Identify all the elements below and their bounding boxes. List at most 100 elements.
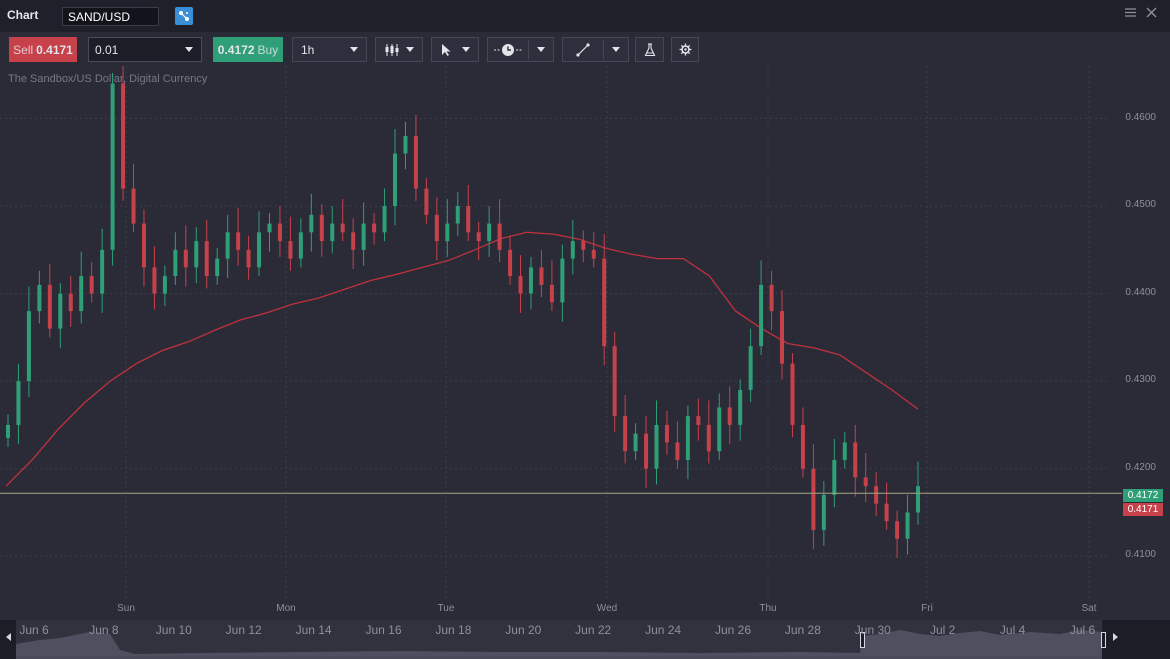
- candle-up: [58, 293, 63, 329]
- chevron-down-icon: [350, 47, 358, 52]
- candle-up: [570, 241, 575, 259]
- link-chart-button[interactable]: [175, 7, 193, 25]
- price-axis-label: 0.4300: [1125, 374, 1156, 386]
- navigator-date-label: Jun 26: [714, 623, 752, 637]
- candle-down: [351, 232, 356, 250]
- candle-down: [497, 223, 502, 250]
- chart-subtitle: The Sandbox/US Dollar, Digital Currency: [8, 73, 208, 85]
- candle-up: [821, 494, 826, 530]
- candle-up: [267, 223, 272, 233]
- candle-down: [424, 188, 429, 215]
- nav-right-arrow-icon[interactable]: [1113, 633, 1118, 641]
- chevron-down-icon: [612, 47, 620, 52]
- navigator-date-label: Jun 28: [784, 623, 821, 637]
- menu-icon[interactable]: [1124, 6, 1137, 23]
- buy-price: 0.4172: [217, 42, 255, 57]
- candle-down: [508, 249, 513, 277]
- settings-button[interactable]: [671, 37, 699, 62]
- candle-up: [330, 223, 335, 242]
- candle-down: [874, 486, 879, 504]
- navigator-date-label: Jun 6: [19, 623, 49, 637]
- indicators-button[interactable]: [635, 37, 664, 62]
- candle-down: [476, 232, 481, 242]
- navigator-range[interactable]: [16, 620, 1102, 656]
- candle-down: [413, 136, 418, 189]
- divider: [603, 40, 604, 59]
- chevron-down-icon: [406, 47, 414, 52]
- candle-down: [131, 188, 136, 224]
- navigator-date-label: Jun 22: [575, 623, 612, 637]
- buy-button[interactable]: 0.4172 Buy: [213, 37, 283, 62]
- candle-down: [811, 468, 816, 530]
- candle-up: [26, 311, 31, 382]
- candle-up: [225, 232, 230, 259]
- time-axis-label: Mon: [276, 603, 296, 614]
- candle-up: [37, 284, 42, 312]
- drawing-tool-select[interactable]: [562, 37, 629, 62]
- candle-up: [309, 214, 314, 233]
- flask-icon: [644, 42, 655, 56]
- cursor-arrow-icon: [442, 44, 451, 56]
- navigator-date-label: Jun 20: [505, 623, 542, 637]
- candle-down: [539, 267, 544, 285]
- symbol-input[interactable]: SAND/USD: [62, 7, 159, 26]
- nav-handle-right[interactable]: [1101, 632, 1106, 648]
- navigator[interactable]: Jun 6 Jun 8 Jun 10 Jun 12 Jun 14 Jun 16 Jun 18…: [0, 620, 1170, 659]
- candle-down: [727, 407, 732, 425]
- candle-down: [623, 416, 628, 452]
- candle-up: [79, 276, 84, 312]
- candle-up: [487, 223, 492, 242]
- candle-down: [549, 284, 554, 303]
- chevron-down-icon: [537, 47, 545, 52]
- candle-down: [769, 284, 774, 312]
- candle-up: [905, 512, 910, 539]
- navigator-date-label: Jul 6: [1069, 623, 1096, 637]
- sell-button[interactable]: Sell 0.4171: [9, 37, 77, 62]
- candle-down: [47, 284, 52, 329]
- timeframe-select[interactable]: 1h: [292, 37, 367, 62]
- gear-icon: [679, 43, 691, 56]
- chevron-down-icon: [462, 47, 470, 52]
- candle-down: [277, 223, 282, 242]
- candle-down: [780, 311, 785, 364]
- candle-down: [288, 241, 293, 259]
- price-axis-label: 0.4400: [1125, 286, 1156, 298]
- ask-price-badge: 0.4172: [1123, 489, 1163, 502]
- clock-line-icon: [494, 44, 522, 56]
- time-axis-label: Tue: [437, 603, 455, 614]
- nav-left-arrow-icon[interactable]: [6, 633, 11, 641]
- candle-up: [832, 459, 837, 495]
- candle-up: [738, 389, 743, 425]
- navigator-sparkline: [16, 630, 1102, 659]
- time-axis-label: Thu: [759, 603, 777, 614]
- candle-down: [518, 276, 523, 294]
- chevron-down-icon: [185, 47, 193, 52]
- navigator-date-label: Jun 24: [645, 623, 682, 637]
- candle-up: [560, 258, 565, 303]
- candle-up: [16, 381, 21, 425]
- candle-up: [916, 486, 920, 513]
- price-chart[interactable]: [0, 66, 1170, 620]
- time-line-select[interactable]: [487, 37, 554, 62]
- time-axis-label: Sat: [1081, 603, 1097, 614]
- candlestick-icon: [385, 44, 399, 56]
- quantity-select[interactable]: 0.01: [88, 37, 202, 62]
- candle-up: [685, 416, 690, 460]
- nav-handle-left[interactable]: [860, 632, 865, 648]
- time-axis-label: Sun: [117, 603, 135, 614]
- candle-down: [612, 346, 617, 417]
- chart-type-select[interactable]: [375, 37, 423, 62]
- candle-down: [853, 442, 858, 478]
- candle-down: [152, 267, 157, 294]
- candle-up: [654, 424, 659, 469]
- price-axis-label: 0.4100: [1125, 549, 1156, 561]
- candle-down: [602, 258, 607, 347]
- candle-down: [800, 424, 805, 469]
- candle-down: [664, 424, 669, 443]
- link-icon: [179, 11, 189, 21]
- close-icon[interactable]: [1145, 6, 1158, 23]
- candle-down: [236, 232, 241, 250]
- candle-up: [455, 206, 460, 224]
- candle-down: [121, 83, 126, 189]
- cursor-select[interactable]: [431, 37, 479, 62]
